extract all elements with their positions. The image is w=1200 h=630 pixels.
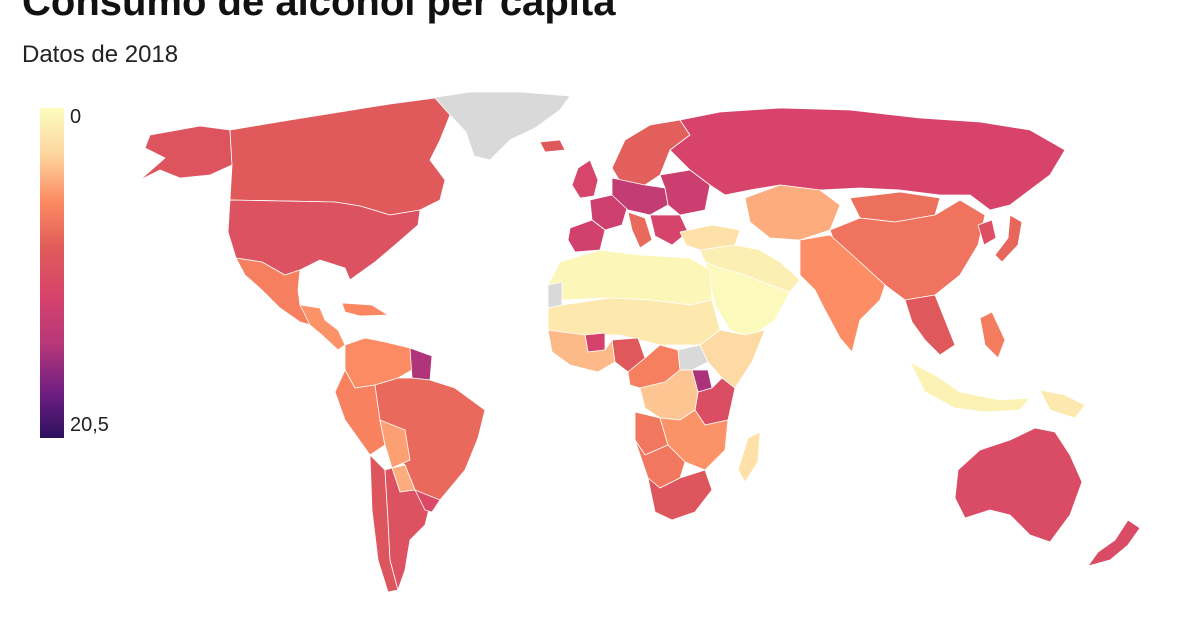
region-philippines[interactable] [979,311,1006,359]
region-arabia[interactable] [704,261,791,339]
region-south-africa[interactable] [647,469,713,521]
legend-min-label: 0 [70,106,82,128]
region-central-america[interactable] [299,304,346,351]
map-subtitle: Datos de 2018 [22,41,179,68]
region-iceland[interactable] [539,139,566,153]
region-alaska[interactable] [139,125,233,181]
region-australia[interactable] [954,427,1083,543]
region-central-asia[interactable] [744,184,841,241]
region-caribbean[interactable] [341,302,389,317]
region-central-europe[interactable] [611,177,669,216]
region-south-asia[interactable] [799,234,886,353]
region-italy[interactable] [627,211,653,249]
region-japan[interactable] [994,214,1023,263]
region-canada[interactable] [229,97,451,216]
region-guiana[interactable] [409,347,433,381]
region-south-sudan[interactable] [677,344,709,371]
region-bolivia[interactable] [379,419,411,469]
region-horn-of-africa[interactable] [699,329,766,389]
region-papua[interactable] [1039,389,1086,419]
region-drc[interactable] [639,369,699,421]
region-indonesia[interactable] [909,361,1031,413]
legend-color-bar [40,108,64,438]
region-korea[interactable] [977,219,997,246]
region-western-sahara[interactable] [547,281,563,309]
legend-max-label: 20,5 [70,414,109,436]
region-russia[interactable] [669,107,1066,211]
region-balkans[interactable] [649,214,689,246]
region-burkina-faso[interactable] [584,332,606,353]
region-new-zealand[interactable] [1087,519,1141,567]
region-indochina[interactable] [904,294,956,356]
region-north-africa[interactable] [547,249,713,306]
region-uk-ireland[interactable] [571,159,599,199]
region-argentina[interactable] [384,467,431,591]
region-uruguay[interactable] [414,489,441,513]
region-madagascar[interactable] [737,431,761,483]
region-greenland[interactable] [429,91,571,161]
map-title: Consumo de alcohol per cápita [22,0,616,24]
